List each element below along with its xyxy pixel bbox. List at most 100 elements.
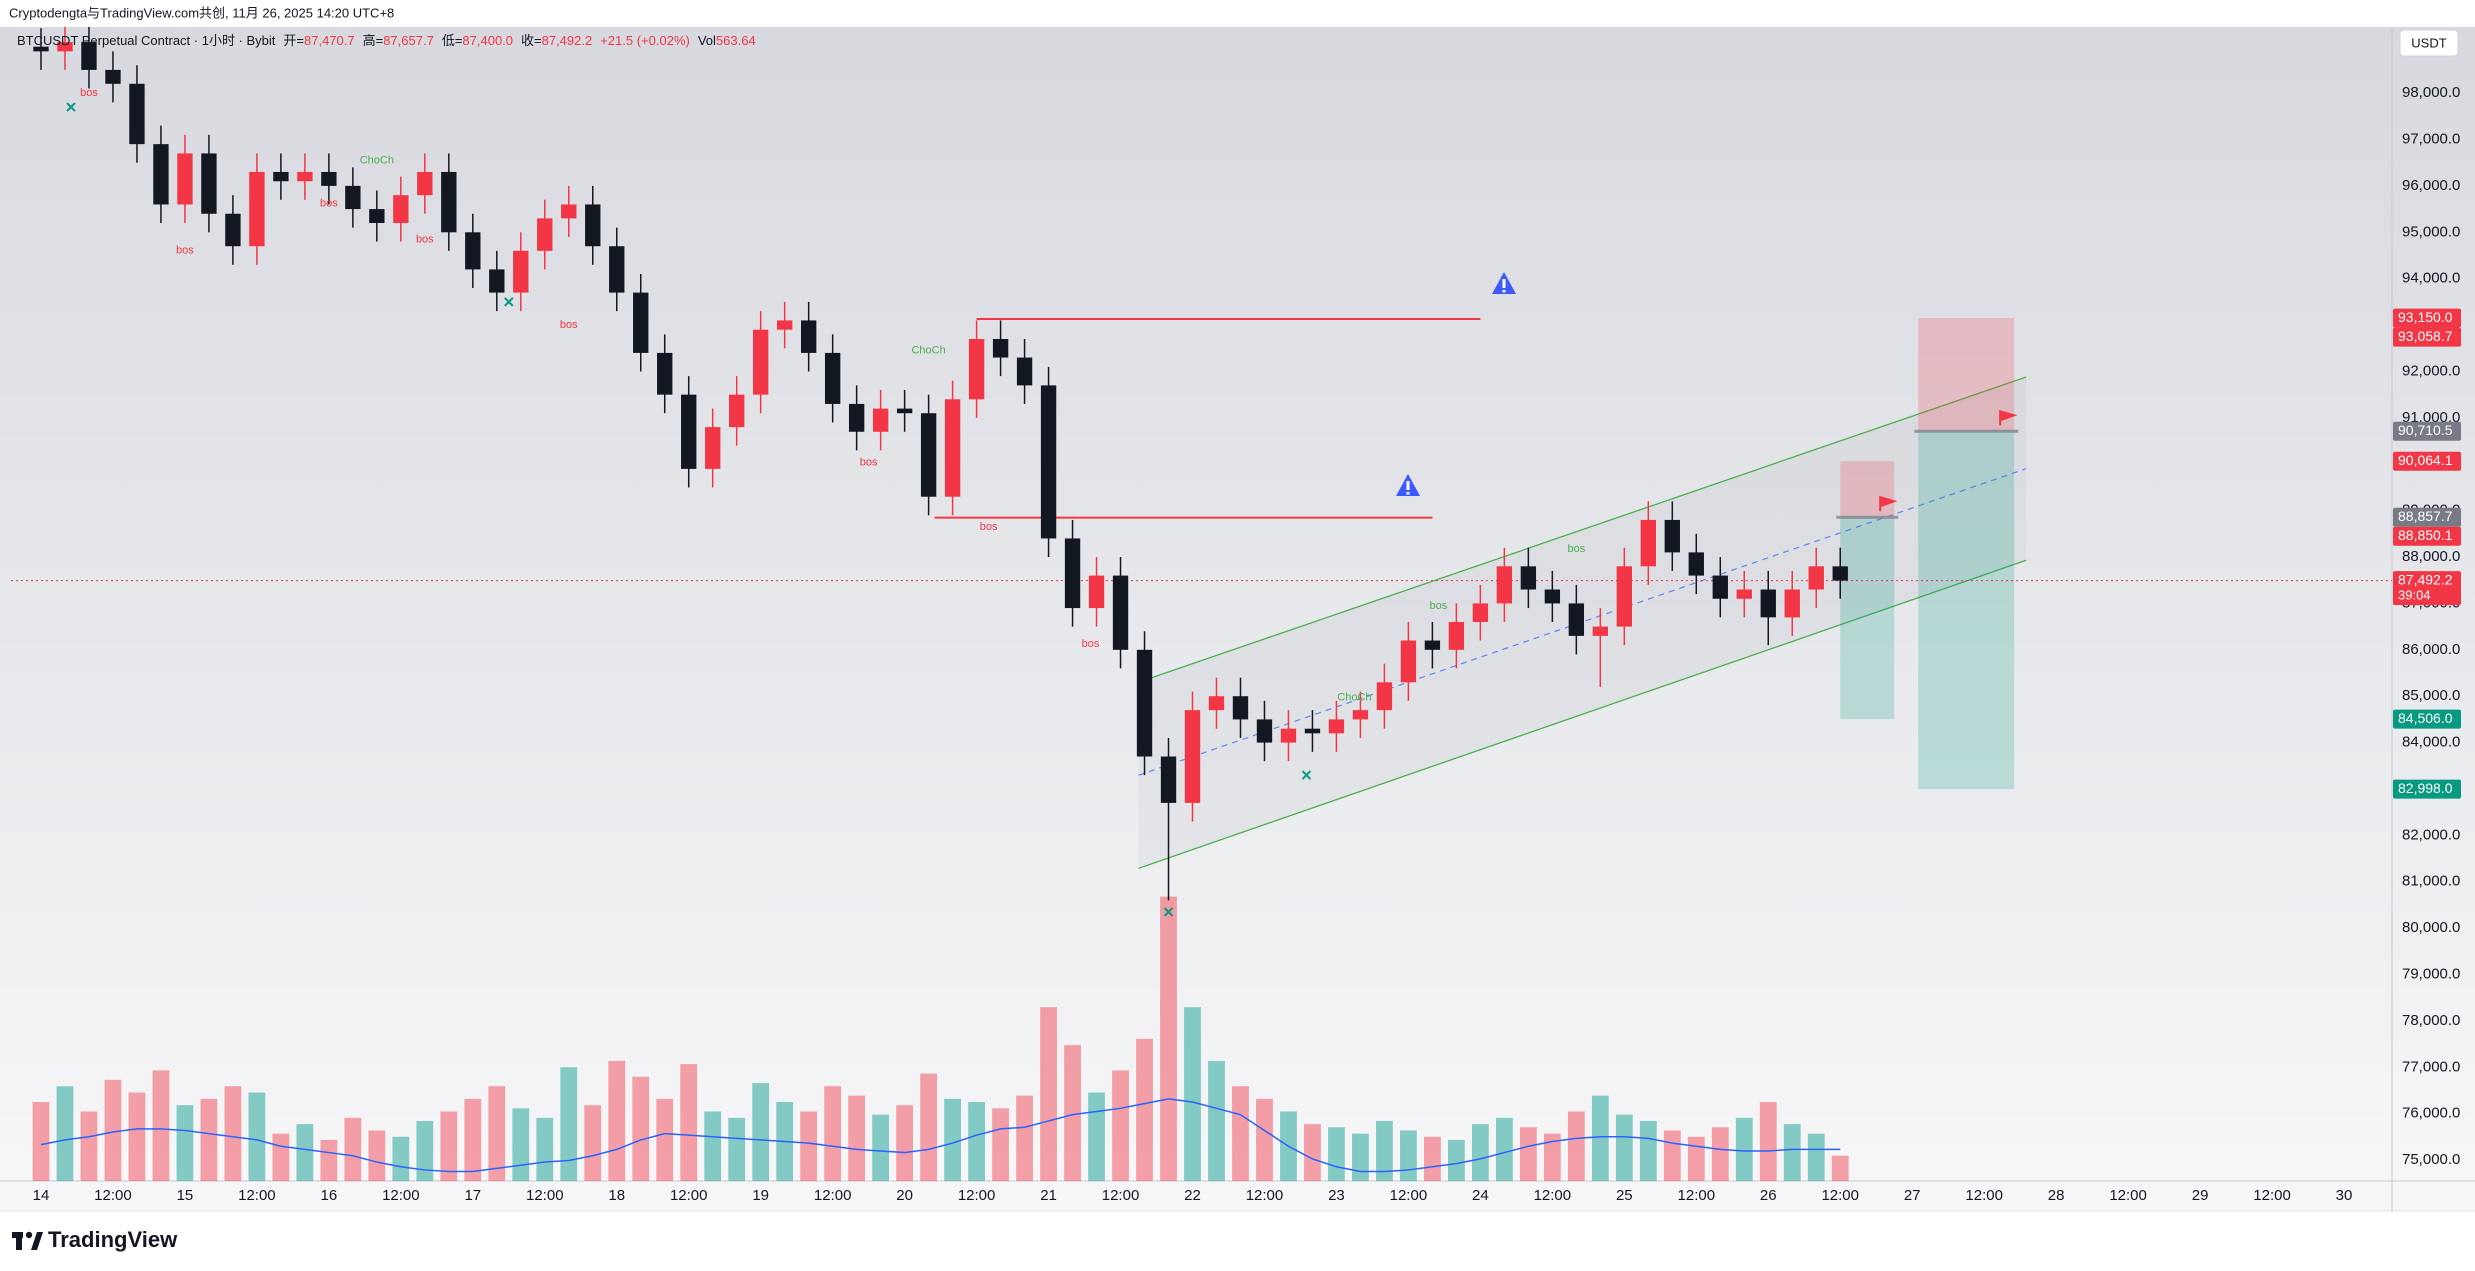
volume-bar (608, 1060, 626, 1181)
channel-mid (1138, 468, 2027, 776)
candle-body (1592, 626, 1609, 636)
volume-bar (152, 1070, 170, 1181)
channel-lower (1138, 559, 2027, 869)
x-tick-label: 12:00 (2109, 1187, 2147, 1204)
candle-body (800, 320, 817, 353)
price-tag-label: 87,492.2 (2398, 571, 2453, 587)
x-tick-label: 12:00 (1678, 1187, 1716, 1204)
currency-button-label[interactable]: USDT (2411, 35, 2446, 50)
candle-body (561, 204, 577, 219)
candle-body (345, 185, 361, 210)
candle-body (872, 408, 889, 432)
price-tag (2393, 507, 2461, 527)
candle-body (1808, 566, 1824, 590)
volume-bar (536, 1117, 554, 1181)
volume-bar (1759, 1102, 1777, 1181)
x-tick-label: 12:00 (1534, 1187, 1572, 1204)
candle-body (129, 83, 145, 145)
currency-button[interactable]: USDT (2399, 29, 2459, 57)
candle-body (1112, 575, 1129, 650)
candle-body (441, 171, 457, 233)
candle-body (1736, 589, 1752, 599)
smc-label: ChoCh (360, 155, 394, 167)
header-title: Cryptodengta与TradingView.com共创, 11月 26, … (9, 5, 394, 20)
smc-label: bos (560, 319, 578, 331)
signal-cross (1301, 770, 1312, 780)
volume-bar (752, 1083, 770, 1181)
candle-body (681, 394, 697, 469)
warning-icon (1492, 272, 1516, 294)
x-tick-label: 20 (896, 1187, 913, 1204)
volume-bar (512, 1108, 530, 1181)
volume-bar (1495, 1117, 1513, 1181)
volume-bar (848, 1095, 866, 1181)
x-tick-label: 12:00 (1965, 1187, 2003, 1204)
candle-body (249, 171, 265, 247)
candle-body (1256, 719, 1273, 743)
price-tag (2393, 421, 2461, 441)
legend-item: +21.5 (+0.02%) (600, 33, 690, 48)
y-tick-label: 97,000.0 (2402, 130, 2460, 147)
volume-bar (1304, 1124, 1321, 1181)
candle-body (1568, 603, 1585, 636)
volume-bar (632, 1076, 650, 1181)
x-tick-label: 23 (1328, 1187, 1345, 1204)
candle-body (1784, 589, 1800, 618)
signal-cross (66, 102, 76, 112)
volume-bar (1088, 1092, 1105, 1181)
volume-bar (1064, 1045, 1081, 1181)
y-tick-label: 86,000.0 (2402, 641, 2460, 658)
y-tick-label: 91,000.0 (2402, 409, 2460, 426)
candle-body (225, 213, 241, 247)
smc-label: ChoCh (911, 344, 945, 356)
candle-body (920, 413, 937, 497)
x-tick-label: 12:00 (1821, 1187, 1859, 1204)
candle-body (489, 269, 505, 293)
volume-bar (1400, 1130, 1417, 1181)
candle-body (81, 42, 97, 70)
legend-item: Vol (698, 33, 716, 48)
volume-bar (320, 1139, 338, 1181)
position-reward (1840, 517, 1895, 720)
candle-body (657, 352, 673, 395)
x-tick-label: 12:00 (526, 1187, 564, 1204)
position-risk (1918, 318, 2015, 432)
volume-bar (104, 1079, 122, 1181)
volume-bar (296, 1124, 314, 1181)
currency-button-box[interactable] (2399, 29, 2459, 57)
x-tick-label: 22 (1184, 1187, 1201, 1204)
volume-bar (392, 1136, 410, 1181)
volume-bar (1591, 1095, 1609, 1181)
smc-label: bos (980, 521, 998, 533)
y-tick-label: 76,000.0 (2402, 1105, 2460, 1122)
legend-item: 563.64 (716, 33, 756, 48)
candle-body (465, 232, 481, 270)
volume-bar (224, 1086, 242, 1181)
candle-body (896, 408, 913, 414)
y-tick-label: 88,000.0 (2402, 548, 2460, 565)
volume-bar (464, 1098, 482, 1181)
position-flag (1999, 409, 2018, 426)
candle-body (1832, 566, 1848, 581)
volume-bar (896, 1105, 914, 1181)
candle-body (1352, 710, 1369, 720)
x-tick-label: 15 (177, 1187, 194, 1204)
candle-body (1520, 566, 1537, 590)
x-tick-label: 12:00 (670, 1187, 708, 1204)
volume-bar (1447, 1139, 1465, 1181)
legend-item: 87,492.2 (542, 33, 593, 48)
volume-bar (1112, 1070, 1129, 1181)
legend-item: 收= (521, 33, 542, 48)
candle-body (1376, 682, 1393, 711)
brand-name: TradingView (48, 1227, 178, 1252)
volume-bar (1735, 1117, 1753, 1181)
candle-body (1088, 575, 1105, 609)
volume-bar (968, 1102, 985, 1181)
volume-bar (1663, 1130, 1681, 1181)
position-flag (1879, 495, 1898, 512)
x-tick-label: 29 (2192, 1187, 2209, 1204)
volume-bar (1352, 1133, 1369, 1181)
legend-item: 高= (363, 33, 384, 48)
